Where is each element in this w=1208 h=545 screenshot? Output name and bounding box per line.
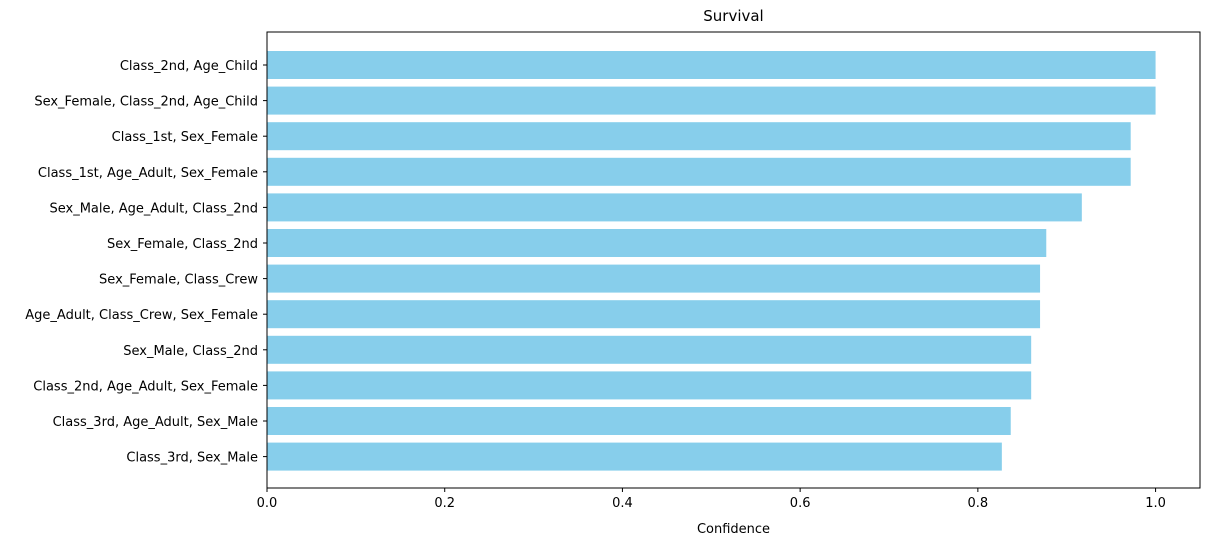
y-tick-label: Class_2nd, Age_Adult, Sex_Female xyxy=(33,379,258,394)
x-tick-label: 0.8 xyxy=(968,496,989,511)
bar xyxy=(267,300,1041,329)
bar xyxy=(267,86,1156,115)
x-axis-label: Confidence xyxy=(697,522,770,537)
y-tick-label: Sex_Male, Class_2nd xyxy=(123,344,258,359)
y-tick-label: Class_1st, Age_Adult, Sex_Female xyxy=(38,166,258,181)
x-tick-label: 1.0 xyxy=(1145,496,1166,511)
y-tick-label: Sex_Female, Class_Crew xyxy=(99,273,258,288)
bar xyxy=(267,229,1047,257)
y-tick-labels: Class_2nd, Age_Child Sex_Female, Class_2n… xyxy=(25,59,267,466)
x-ticks: 0.0 0.2 0.4 0.6 0.8 1.0 xyxy=(257,488,1166,511)
bar xyxy=(267,122,1131,151)
bar xyxy=(267,442,1002,471)
bar xyxy=(267,407,1011,435)
y-tick-label: Sex_Female, Class_2nd, Age_Child xyxy=(34,95,258,110)
y-tick-label: Class_2nd, Age_Child xyxy=(120,59,258,74)
y-tick-label: Class_3rd, Age_Adult, Sex_Male xyxy=(53,415,258,430)
x-tick-label: 0.2 xyxy=(434,496,455,511)
plot-frame xyxy=(266,31,1201,489)
bar xyxy=(267,51,1156,79)
bar xyxy=(267,193,1082,222)
bars-group xyxy=(267,51,1156,471)
y-tick-label: Sex_Male, Age_Adult, Class_2nd xyxy=(49,201,258,216)
y-tick-label: Age_Adult, Class_Crew, Sex_Female xyxy=(25,308,258,323)
chart-title: Survival xyxy=(703,7,763,25)
bar xyxy=(267,157,1131,186)
bar xyxy=(267,371,1032,400)
bar xyxy=(267,335,1032,364)
y-tick-label: Class_1st, Sex_Female xyxy=(112,130,258,145)
x-tick-label: 0.0 xyxy=(257,496,278,511)
y-tick-label: Class_3rd, Sex_Male xyxy=(126,451,258,466)
x-tick-label: 0.6 xyxy=(790,496,811,511)
bar xyxy=(267,264,1041,293)
x-tick-label: 0.4 xyxy=(612,496,633,511)
y-tick-label: Sex_Female, Class_2nd xyxy=(107,237,258,252)
